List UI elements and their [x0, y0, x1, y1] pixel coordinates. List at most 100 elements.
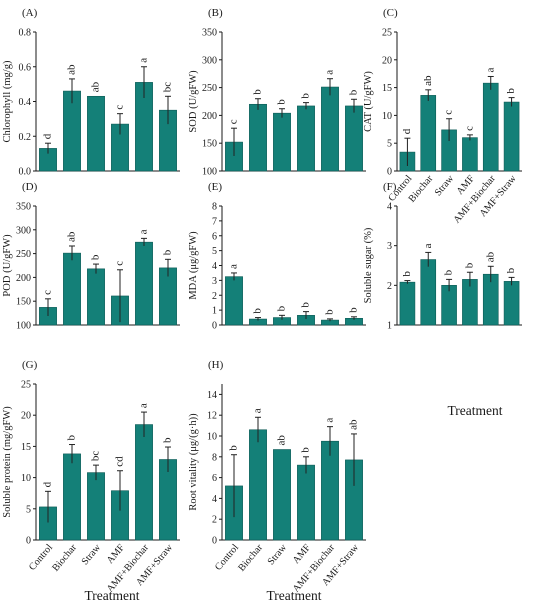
y-axis-label: CAT (U/gFW) [363, 71, 374, 132]
y-tick-label: 10 [207, 432, 217, 443]
bar-biochar [249, 103, 267, 172]
bar-straw [87, 95, 105, 172]
y-tick-label: 200 [16, 273, 31, 284]
y-tick-label: 2 [212, 515, 217, 526]
x-axis-title: Treatment [448, 403, 503, 418]
bar-control [225, 276, 243, 326]
significance-letter: ab [422, 75, 434, 86]
y-tick-label: 0 [212, 536, 217, 547]
panel-label: (H) [208, 359, 224, 371]
y-tick-label: 0 [26, 536, 31, 547]
y-tick-label: 5 [387, 139, 392, 150]
significance-letter: a [252, 408, 264, 413]
significance-letter: ab [484, 251, 496, 262]
significance-letter: b [348, 89, 360, 95]
y-tick-label: 14 [207, 390, 217, 401]
chart-panel-7: 0 5 10 15 20 25 Soluble protein (mg/gFW) (G) d b b… [2, 359, 180, 603]
y-tick-label: 1 [212, 306, 217, 317]
y-tick-label: 150 [202, 139, 217, 150]
bar-amf-straw [345, 105, 363, 172]
bar-control [399, 281, 416, 326]
significance-letter: ab [90, 81, 102, 92]
significance-letter: b [443, 269, 455, 275]
y-tick-label: 6 [212, 473, 217, 484]
bar-amf-straw [503, 281, 520, 326]
significance-letter: a [324, 418, 336, 423]
y-tick-label: 15 [382, 83, 392, 94]
y-tick-label: 20 [21, 411, 31, 422]
significance-letter: a [138, 58, 150, 63]
significance-letter: bc [162, 82, 174, 93]
bar-biochar [63, 453, 81, 541]
panel-label: (G) [22, 359, 38, 371]
y-tick-label: 4 [212, 494, 217, 505]
significance-letter: c [42, 290, 54, 295]
bar-biochar [63, 252, 81, 326]
significance-letter: bc [90, 451, 102, 462]
y-tick-label: 8 [212, 202, 217, 213]
bar-amf-biochar [135, 424, 153, 541]
significance-letter: c [114, 105, 126, 110]
panel-label: (E) [208, 181, 222, 193]
bar-straw [273, 112, 291, 172]
y-tick-label: 0.2 [19, 132, 32, 143]
y-tick-label: 0.4 [19, 97, 32, 108]
significance-letter: cd [114, 456, 126, 467]
y-tick-label: 350 [16, 202, 31, 213]
significance-letter: b [505, 267, 517, 273]
significance-letter: b [66, 435, 78, 441]
bar-amf [462, 137, 478, 172]
significance-letter: b [252, 308, 264, 314]
y-tick-label: 250 [16, 249, 31, 260]
significance-letter: b [300, 447, 312, 453]
y-tick-label: 5 [26, 504, 31, 515]
y-tick-label: 100 [202, 167, 217, 178]
y-tick-label: 150 [16, 297, 31, 308]
y-tick-label: 4 [212, 261, 217, 272]
significance-letter: d [42, 481, 54, 487]
significance-letter: b [276, 305, 288, 311]
significance-letter: d [42, 133, 54, 139]
significance-letter: ab [348, 419, 360, 430]
significance-letter: b [162, 437, 174, 443]
panel-label: (C) [383, 7, 398, 19]
x-axis-title: Treatment [85, 588, 140, 603]
y-tick-label: 7 [212, 216, 217, 227]
y-axis-label: POD (U/gFW) [2, 234, 13, 297]
chart-panel-1: 0.0 0.2 0.4 0.6 0.8 Chlorophyll (mg/g) (A) d ab a… [2, 7, 180, 178]
y-tick-label: 25 [21, 380, 31, 391]
y-tick-label: 20 [382, 55, 392, 66]
x-category-label: Straw [80, 542, 104, 568]
significance-letter: c [114, 261, 126, 266]
y-tick-label: 25 [382, 28, 392, 39]
panel-label: (F) [383, 181, 397, 193]
significance-letter: a [422, 243, 434, 248]
bar-straw [441, 285, 457, 326]
chart-panel-8: 0 2 4 6 8 10 12 14 Root vitality (μg/(g·h)) (H) b a… [188, 359, 366, 603]
significance-letter: c [228, 119, 240, 124]
x-category-label: Biochar [236, 542, 265, 574]
bar-amf-biochar [135, 241, 153, 326]
significance-letter: b [162, 249, 174, 255]
y-tick-label: 4 [387, 202, 392, 213]
y-tick-label: 0 [387, 167, 392, 178]
significance-letter: b [276, 99, 288, 105]
y-tick-label: 6 [212, 231, 217, 242]
y-tick-label: 5 [212, 246, 217, 257]
x-category-label: Straw [433, 173, 457, 199]
y-tick-label: 2 [387, 281, 392, 292]
bar-biochar [420, 95, 437, 172]
significance-letter: c [443, 110, 455, 115]
x-axis-title: Treatment [267, 588, 322, 603]
chart-panel-2: 100 150 200 250 300 350 SOD (U/gFW) (B) c b b b a b [188, 7, 366, 178]
significance-letter: c [463, 126, 475, 131]
significance-letter: b [90, 254, 102, 260]
y-tick-label: 100 [16, 321, 31, 332]
y-tick-label: 1 [387, 321, 392, 332]
significance-letter: b [252, 89, 264, 95]
chart-panel-5: 0 1 2 3 4 5 6 7 8 MDA (μg/gFW) (E) a b b b b b [188, 181, 366, 332]
significance-letter: b [300, 93, 312, 99]
y-tick-label: 200 [202, 111, 217, 122]
bar-straw [273, 449, 291, 541]
